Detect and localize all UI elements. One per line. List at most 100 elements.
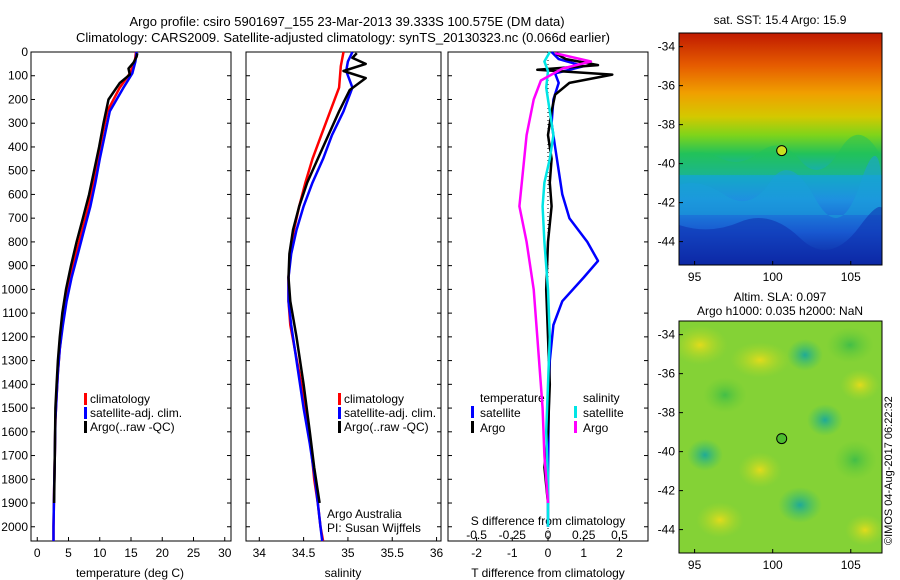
y-tick-label: 1100: [2, 306, 28, 320]
sla-map-title: Altim. SLA: 0.097: [734, 290, 827, 304]
y-tick-label: 1400: [1, 377, 28, 391]
difference-xlabel: T difference from climatology: [471, 566, 625, 580]
map-x-tick-label: 100: [763, 270, 783, 284]
series-line-satellite: [541, 51, 555, 527]
y-tick-label: 1700: [1, 449, 28, 463]
salinity-xlabel: salinity: [325, 566, 362, 580]
y-tick-label: 200: [8, 92, 28, 106]
x-tick-label-salinity: -0.25: [499, 528, 527, 542]
legend-label: Argo(..raw -QC): [344, 420, 429, 434]
x-tick-label-salinity: -0.5: [466, 528, 487, 542]
x-tick-label: 34.5: [292, 546, 316, 560]
legend-swatch-argo: [338, 421, 341, 433]
y-tick-label: 0: [21, 45, 28, 59]
temperature-panel: [30, 51, 232, 542]
x-tick-label: 25: [187, 546, 201, 560]
legend-label: climatology: [344, 392, 404, 406]
legend-title-temperature: temperature: [480, 391, 545, 405]
y-tick-label: 700: [8, 211, 28, 225]
x-tick-label: 15: [124, 546, 138, 560]
legend-label: satellite: [583, 406, 624, 420]
argo-location-marker: [776, 145, 788, 157]
x-tick-label: 0: [34, 546, 41, 560]
map-y-tick-label: -36: [658, 79, 676, 93]
legend-swatch-t-satellite: [471, 406, 474, 418]
legend-label: Argo: [583, 421, 609, 435]
x-tick-label: 5: [65, 546, 72, 560]
map-x-tick-label: 105: [841, 270, 861, 284]
y-tick-label: 1300: [1, 354, 28, 368]
x-tick-label: -2: [471, 546, 482, 560]
series-line-argo: [536, 52, 614, 504]
sla-map-subtitle: Argo h1000: 0.035 h2000: NaN: [697, 304, 863, 318]
y-tick-label: 1500: [1, 401, 28, 415]
x-tick-label-salinity: 0.25: [572, 528, 596, 542]
map-x-tick-label: 95: [688, 558, 702, 572]
y-tick-label: 1000: [1, 282, 28, 296]
x-tick-label: 20: [156, 546, 170, 560]
legend-swatch-satellite: [84, 407, 87, 419]
legend-swatch-climatology: [84, 393, 87, 405]
salinity-legend: climatology satellite-adj. clim. Argo(..…: [338, 392, 436, 434]
x-tick-label: 0: [545, 546, 552, 560]
x-tick-label: 10: [93, 546, 107, 560]
map-y-tick-label: -36: [658, 367, 676, 381]
y-tick-label: 900: [8, 259, 28, 273]
legend-swatch-s-argo: [574, 421, 577, 433]
legend-swatch-s-satellite: [574, 406, 577, 418]
x-tick-label: 35: [341, 546, 355, 560]
map-y-tick-label: -38: [658, 118, 676, 132]
map-x-tick-label: 95: [688, 270, 702, 284]
x-tick-label: -1: [507, 546, 518, 560]
map-y-tick-label: -42: [658, 484, 676, 498]
temperature-xlabel: temperature (deg C): [76, 566, 184, 580]
argo-location-marker: [776, 433, 788, 445]
map-y-tick-label: -38: [658, 406, 676, 420]
sst-deep-band: [679, 206, 882, 265]
sst-eddy-band: [679, 155, 882, 218]
legend-label: satellite-adj. clim.: [344, 406, 436, 420]
series-line-climatology: [287, 51, 345, 542]
series-line-argo: [518, 51, 593, 504]
map-y-tick-label: -40: [658, 157, 676, 171]
y-tick-label: 400: [8, 140, 28, 154]
y-tick-label: 300: [8, 116, 28, 130]
temperature-legend: climatology satellite-adj. clim. Argo(..…: [84, 392, 182, 434]
imos-watermark: ©IMOS 04-Aug-2017 06:22:32: [883, 396, 895, 545]
y-tick-label: 500: [8, 164, 28, 178]
series-line-satellite: [546, 51, 600, 527]
header-line1: Argo profile: csiro 5901697_155 23-Mar-2…: [129, 14, 564, 29]
header-line2: Climatology: CARS2009. Satellite-adjuste…: [76, 30, 610, 45]
map-y-tick-label: -42: [658, 196, 676, 210]
legend-label: Argo(..raw -QC): [90, 420, 175, 434]
sst-map-title: sat. SST: 15.4 Argo: 15.9: [714, 13, 847, 27]
legend-title-salinity: salinity: [583, 391, 620, 405]
sla-map: Altim. SLA: 0.097 Argo h1000: 0.035 h200…: [678, 290, 883, 554]
legend-label: climatology: [90, 392, 150, 406]
x-tick-label: 1: [580, 546, 587, 560]
y-tick-label: 600: [8, 187, 28, 201]
y-tick-label: 1800: [1, 472, 28, 486]
legend-label: satellite: [480, 406, 521, 420]
series-line-argo-raw-qc-: [52, 52, 139, 504]
map-y-tick-label: -40: [658, 445, 676, 459]
y-tick-label: 800: [8, 235, 28, 249]
x-tick-label: 2: [616, 546, 623, 560]
map-y-tick-label: -34: [658, 40, 676, 54]
legend-label: Argo: [480, 421, 506, 435]
map-x-tick-label: 105: [841, 558, 861, 572]
x-tick-label: 30: [218, 546, 232, 560]
series-line-argo-raw-qc-: [287, 52, 367, 504]
y-tick-label: 1200: [1, 330, 28, 344]
map-x-tick-label: 100: [763, 558, 783, 572]
salinity-panel: [245, 51, 442, 542]
sst-map: sat. SST: 15.4 Argo: 15.9: [678, 13, 883, 266]
legend-swatch-climatology: [338, 393, 341, 405]
map-y-tick-label: -34: [658, 328, 676, 342]
legend-swatch-argo: [84, 421, 87, 433]
x-tick-label-salinity: 0.5: [611, 528, 628, 542]
y-tick-label: 1900: [1, 496, 28, 510]
y-tick-label: 2000: [1, 520, 28, 534]
argo-australia-label: Argo Australia: [327, 507, 402, 521]
